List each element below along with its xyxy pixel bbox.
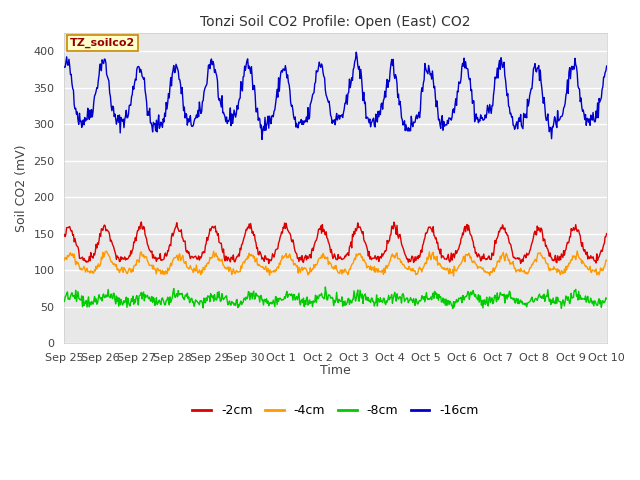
X-axis label: Time: Time (320, 364, 351, 377)
Y-axis label: Soil CO2 (mV): Soil CO2 (mV) (15, 144, 28, 232)
Title: Tonzi Soil CO2 Profile: Open (East) CO2: Tonzi Soil CO2 Profile: Open (East) CO2 (200, 15, 471, 29)
Text: TZ_soilco2: TZ_soilco2 (70, 37, 135, 48)
Legend: -2cm, -4cm, -8cm, -16cm: -2cm, -4cm, -8cm, -16cm (188, 399, 484, 422)
